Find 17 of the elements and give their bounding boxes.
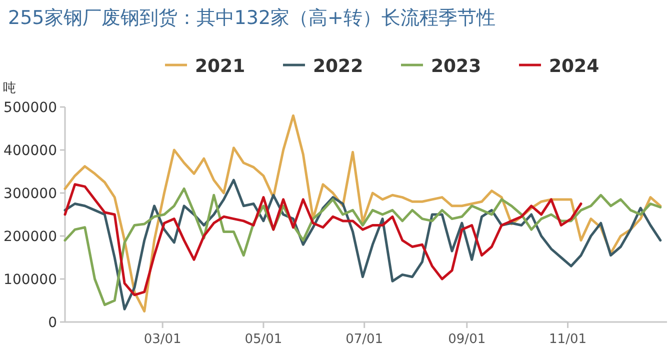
xtick: 11/01 [549,332,586,347]
legend-label: 2022 [313,56,364,77]
title: 255家钢厂废钢到货：其中132家（高+转）长流程季节性 [8,7,496,29]
ytick: 0 [48,315,57,331]
ytick: 500000 [4,100,57,116]
legend-label: 2023 [431,56,482,77]
ylabel: 吨 [3,81,16,96]
legend-label: 2024 [549,56,600,77]
ytick: 300000 [4,186,57,202]
xtick: 09/01 [448,332,486,347]
ytick: 400000 [4,143,57,159]
xtick: 05/01 [244,332,282,347]
xtick: 07/01 [346,332,384,347]
legend-label: 2021 [195,56,246,77]
ytick: 200000 [4,229,57,245]
ytick: 100000 [4,272,57,288]
xtick: 03/01 [144,332,182,347]
